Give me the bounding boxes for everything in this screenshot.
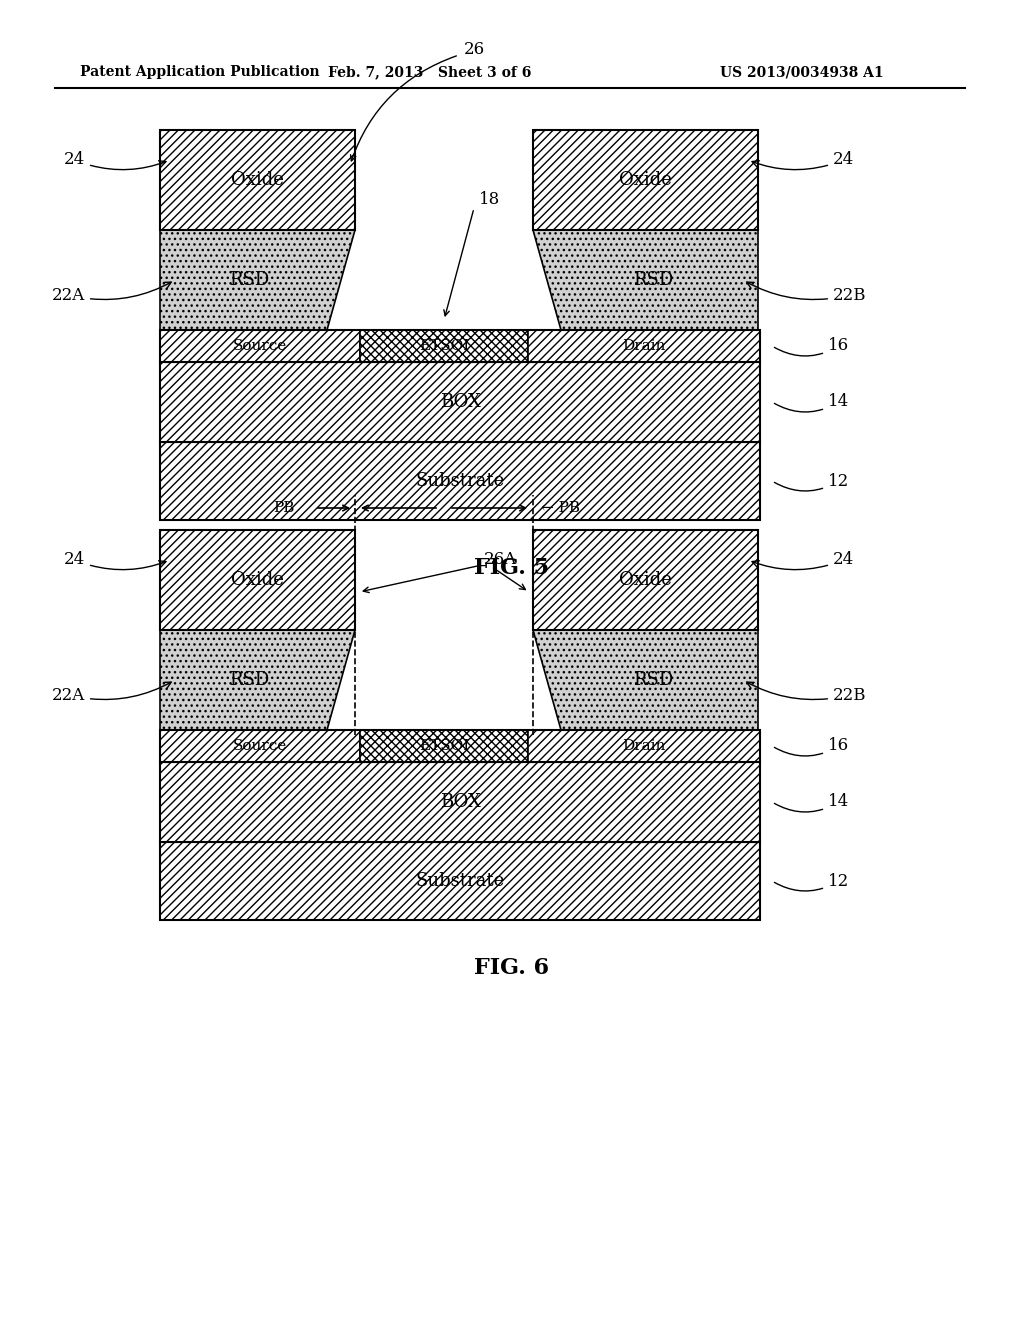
Text: Substrate: Substrate	[416, 473, 505, 490]
Bar	[160, 129, 355, 230]
Text: 26: 26	[464, 41, 485, 58]
Text: 14: 14	[774, 393, 849, 412]
Text: Oxide: Oxide	[620, 172, 672, 189]
Text: 22B: 22B	[746, 682, 866, 704]
Text: RSD: RSD	[229, 671, 269, 689]
Bar	[160, 330, 760, 362]
Bar	[160, 730, 760, 762]
Text: 14: 14	[774, 793, 849, 812]
Text: 12: 12	[774, 873, 849, 891]
Bar	[534, 129, 758, 230]
Text: 24: 24	[63, 552, 166, 570]
Polygon shape	[534, 230, 758, 330]
Text: 16: 16	[774, 338, 849, 356]
Polygon shape	[160, 230, 355, 330]
Bar	[160, 531, 355, 630]
Polygon shape	[160, 630, 355, 730]
Bar	[360, 730, 528, 762]
Bar	[160, 730, 360, 762]
Text: 16: 16	[774, 738, 849, 756]
Text: RSD: RSD	[229, 271, 269, 289]
Bar	[160, 442, 760, 520]
Text: Source: Source	[232, 339, 287, 352]
Text: BOX: BOX	[439, 393, 480, 411]
Text: RSD: RSD	[634, 671, 674, 689]
Bar	[528, 330, 760, 362]
Bar	[360, 330, 528, 362]
Text: 22A: 22A	[52, 282, 171, 304]
Text: ← PB: ← PB	[541, 502, 580, 515]
Text: FIG. 6: FIG. 6	[474, 957, 550, 979]
Text: Feb. 7, 2013   Sheet 3 of 6: Feb. 7, 2013 Sheet 3 of 6	[329, 65, 531, 79]
Text: 18: 18	[479, 191, 501, 209]
Text: ETSOI: ETSOI	[419, 739, 469, 752]
Text: 24: 24	[752, 152, 854, 170]
Text: 12: 12	[774, 473, 849, 491]
Text: US 2013/0034938 A1: US 2013/0034938 A1	[720, 65, 884, 79]
Text: 22B: 22B	[746, 282, 866, 304]
Text: 26A: 26A	[484, 552, 517, 569]
Text: Oxide: Oxide	[231, 572, 284, 589]
Text: Oxide: Oxide	[620, 572, 672, 589]
Text: RSD: RSD	[634, 271, 674, 289]
Text: 24: 24	[752, 552, 854, 570]
Bar	[160, 362, 760, 442]
Bar	[534, 531, 758, 630]
Text: 24: 24	[63, 152, 166, 170]
Text: Drain: Drain	[623, 339, 666, 352]
Text: Drain: Drain	[623, 739, 666, 752]
Text: Patent Application Publication: Patent Application Publication	[80, 65, 319, 79]
Text: 22A: 22A	[52, 682, 171, 704]
Text: Oxide: Oxide	[231, 172, 284, 189]
Bar	[528, 730, 760, 762]
Text: BOX: BOX	[439, 793, 480, 810]
Text: Substrate: Substrate	[416, 873, 505, 890]
Polygon shape	[534, 630, 758, 730]
Text: FIG. 5: FIG. 5	[474, 557, 550, 579]
Bar	[160, 762, 760, 842]
Bar	[160, 330, 360, 362]
Text: Source: Source	[232, 739, 287, 752]
Bar	[160, 842, 760, 920]
Text: ETSOI: ETSOI	[419, 339, 469, 352]
Text: PB: PB	[273, 502, 295, 515]
